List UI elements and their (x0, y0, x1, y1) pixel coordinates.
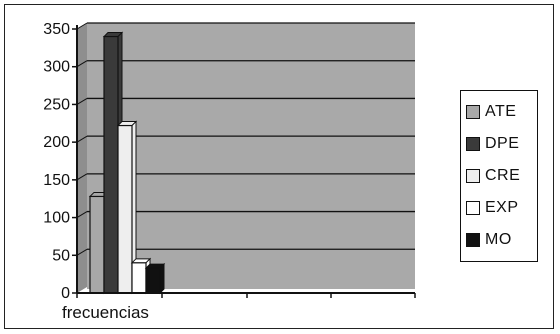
gridline-diagonal (76, 97, 88, 105)
legend-item-cre: CRE (466, 160, 537, 192)
y-tick-label: 200 (43, 134, 70, 151)
y-tick-label: 250 (43, 96, 70, 113)
legend-label: ATE (485, 103, 517, 120)
plot-area (87, 23, 415, 289)
legend-swatch (466, 233, 480, 247)
bar-front (145, 267, 161, 294)
bar-side (159, 262, 165, 295)
plot-side-wall (77, 23, 87, 293)
bar-front (117, 124, 133, 294)
y-tick-label: 350 (43, 21, 70, 38)
legend-label: EXP (485, 199, 519, 216)
y-tick-label: 0 (61, 285, 70, 302)
y-tick-label: 300 (43, 59, 70, 76)
bar-chart: 0 50 100 150 200 250 300 350 frecuencias (43, 21, 416, 322)
y-tick-label: 50 (52, 247, 70, 264)
legend-item-mo: MO (466, 224, 537, 256)
legend-item-ate: ATE (466, 96, 537, 128)
gridline-diagonal (76, 135, 88, 143)
bar-front (103, 35, 119, 294)
x-category-label: frecuencias (62, 303, 149, 322)
bar-front (131, 262, 147, 294)
legend-swatch (466, 169, 480, 183)
legend-swatch (466, 201, 480, 215)
legend-item-dpe: DPE (466, 128, 537, 160)
legend-swatch (466, 105, 480, 119)
y-tick-label: 150 (43, 172, 70, 189)
legend-item-exp: EXP (466, 192, 537, 224)
gridline-diagonal (76, 211, 88, 219)
legend-label: CRE (485, 167, 521, 184)
chart-frame: 0 50 100 150 200 250 300 350 frecuencias ATE DPE… (4, 4, 554, 329)
y-tick-label: 100 (43, 210, 70, 227)
legend-swatch (466, 137, 480, 151)
chart-legend: ATE DPE CRE EXP MO (460, 90, 538, 262)
gridline-diagonal (76, 173, 88, 181)
gridline-diagonal (76, 60, 88, 68)
legend-label: MO (485, 231, 512, 248)
bar-mo (144, 262, 166, 295)
bar-front (89, 195, 105, 294)
gridline-diagonal (76, 248, 88, 256)
legend-label: DPE (485, 135, 520, 152)
bar-cre (116, 120, 138, 295)
gridline-diagonal (76, 22, 88, 30)
